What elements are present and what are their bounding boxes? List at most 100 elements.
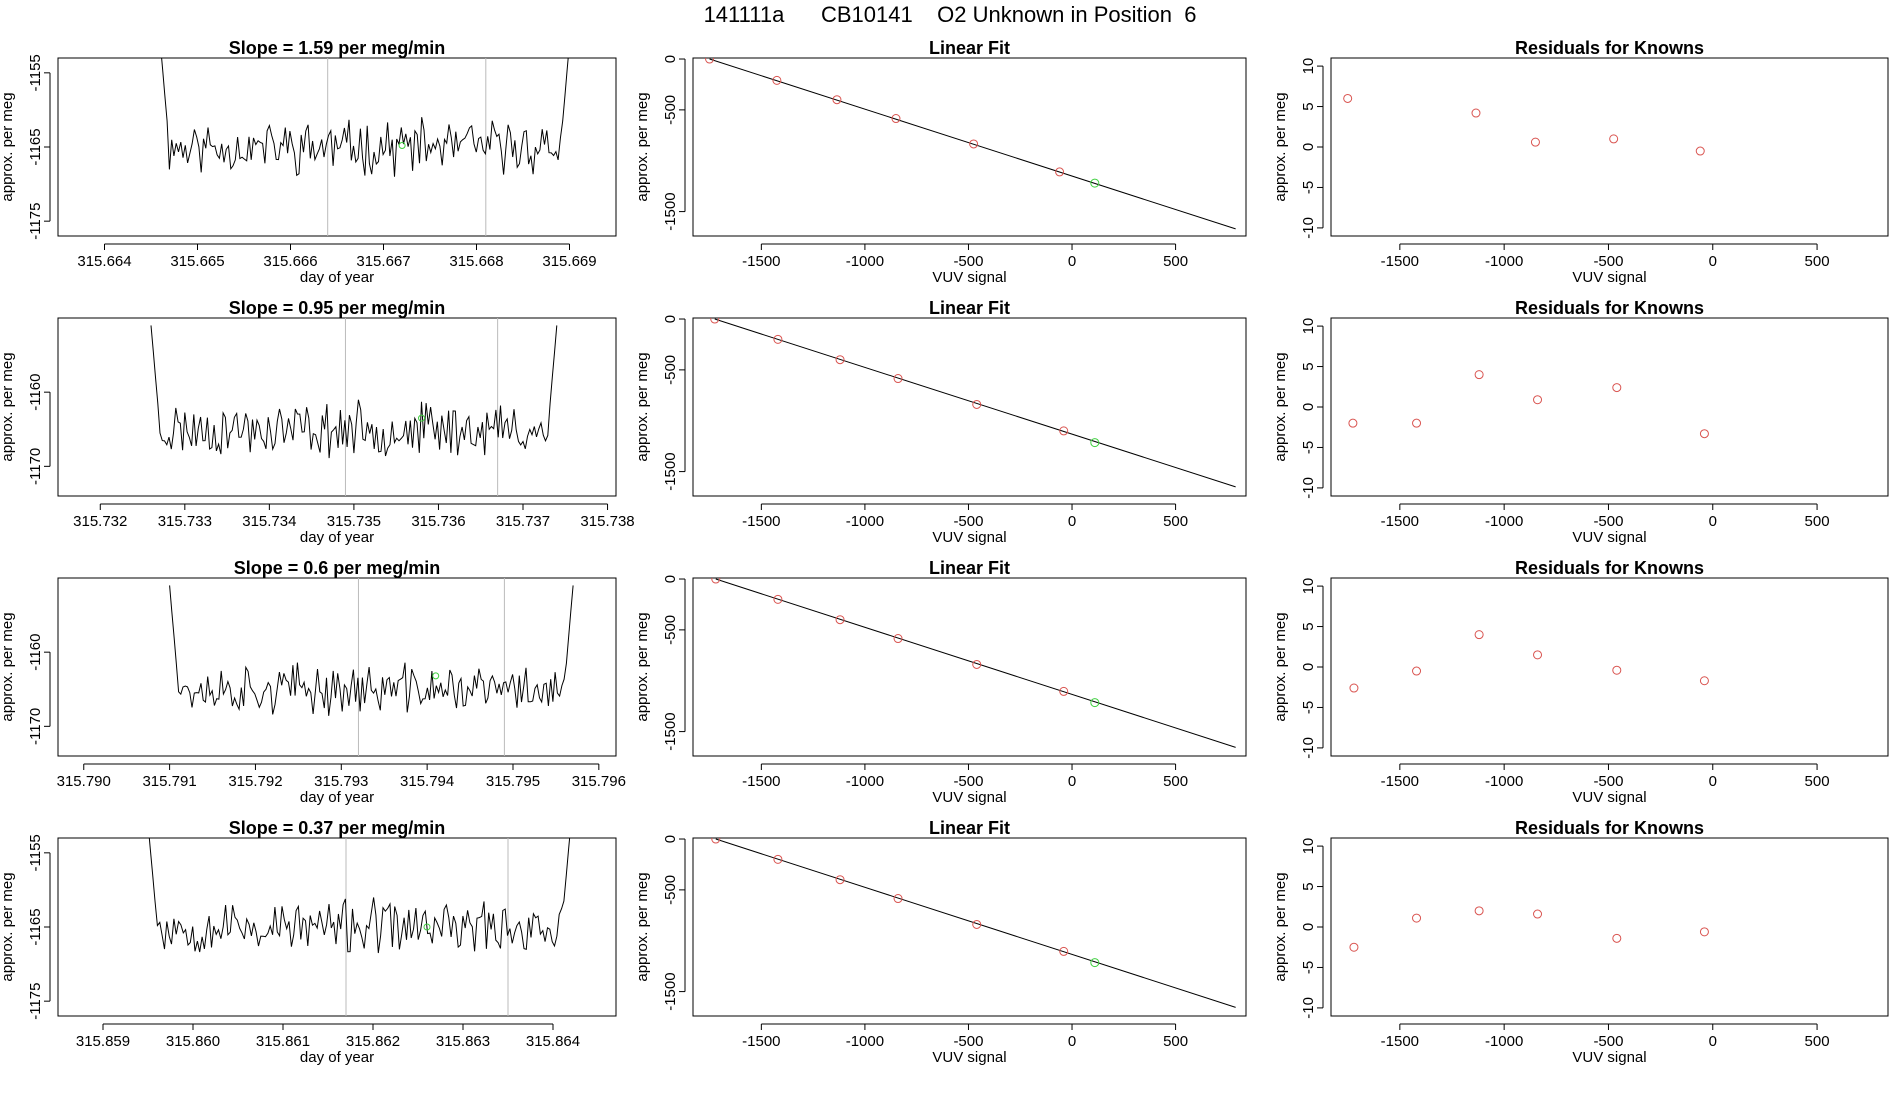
x-tick-label: -500 (953, 253, 983, 270)
plot-frame (692, 577, 1247, 757)
known-point (893, 894, 903, 904)
fit-panel-row-4: Linear Fit -1500 -1000 -500 0 500 VUV signal 0 -… (634, 818, 1247, 1066)
known-point (1612, 933, 1622, 943)
plot-area (705, 58, 1236, 230)
y-tick-label: -1165 (27, 908, 44, 945)
known-point (972, 659, 982, 669)
x-tick-label: -500 (953, 1033, 983, 1050)
panel-title: Residuals for Knowns (1515, 558, 1704, 578)
y-axis-label: approx. per meg (1272, 872, 1289, 981)
known-point (1533, 395, 1543, 405)
y-tick-label: -10 (1300, 217, 1317, 239)
panel-title: Linear Fit (929, 298, 1010, 318)
panel-title: Linear Fit (929, 818, 1010, 838)
y-axis-label: approx. per meg (634, 92, 651, 201)
x-tick-label: -1500 (1381, 1033, 1419, 1050)
x-tick-label: 315.796 (572, 773, 626, 790)
plot-frame (57, 577, 617, 757)
known-point (1474, 370, 1484, 380)
x-tick-label: 0 (1068, 513, 1076, 530)
x-tick-label: 315.793 (314, 773, 368, 790)
panel-title: Linear Fit (929, 38, 1010, 58)
panel-title: Residuals for Knowns (1515, 818, 1704, 838)
y-tick-label: 0 (1300, 403, 1317, 411)
series-line (150, 325, 558, 459)
known-point (835, 355, 845, 365)
known-point (1612, 383, 1622, 393)
y-axis-label: approx. per meg (1272, 612, 1289, 721)
x-tick-label: 315.667 (356, 253, 410, 270)
y-axis-label: approx. per meg (0, 92, 16, 201)
known-point (1474, 630, 1484, 640)
y-axis-label: approx. per meg (0, 352, 16, 461)
x-tick-label: -500 (1593, 773, 1623, 790)
x-tick-label: 315.790 (57, 773, 111, 790)
plot-area (161, 58, 569, 236)
x-tick-label: 315.863 (436, 1033, 490, 1050)
x-tick-label: 315.859 (76, 1033, 130, 1050)
y-tick-label: 0 (1300, 663, 1317, 671)
x-tick-label: -1000 (1485, 1033, 1523, 1050)
x-tick-label: -1500 (742, 513, 780, 530)
unknown-point (1090, 958, 1100, 968)
plot-area (148, 838, 571, 1016)
x-axis-label: day of year (300, 789, 374, 806)
x-tick-label: -1500 (742, 773, 780, 790)
series-line (169, 585, 574, 716)
y-tick-label: -1155 (27, 54, 44, 91)
y-tick-label: 0 (662, 575, 679, 583)
known-point (1609, 134, 1619, 144)
x-tick-label: -1000 (1485, 513, 1523, 530)
known-point (1059, 946, 1069, 956)
plot-area (1348, 370, 1709, 439)
known-point (1349, 683, 1359, 693)
y-tick-label: -10 (1300, 737, 1317, 759)
fit-panel-row-3: Linear Fit -1500 -1000 -500 0 500 VUV signal 0 -… (634, 558, 1247, 806)
known-point (1533, 650, 1543, 660)
panel-title: Linear Fit (929, 558, 1010, 578)
x-tick-label: 315.734 (242, 513, 296, 530)
x-tick-label: 315.791 (142, 773, 196, 790)
x-axis-label: VUV signal (1572, 269, 1646, 286)
fit-line (715, 578, 1236, 748)
x-axis-label: VUV signal (1572, 1049, 1646, 1066)
unknown-point (1090, 438, 1100, 448)
y-tick-label: -1500 (662, 452, 679, 490)
x-tick-label: -1000 (846, 253, 884, 270)
x-axis-label: VUV signal (1572, 529, 1646, 546)
y-tick-label: -10 (1300, 997, 1317, 1019)
plot-area (1349, 630, 1709, 693)
x-tick-label: -500 (1593, 1033, 1623, 1050)
x-tick-label: 0 (1709, 773, 1717, 790)
known-point (1412, 666, 1422, 676)
y-tick-label: 0 (1300, 143, 1317, 151)
x-tick-label: -500 (953, 513, 983, 530)
known-point (1533, 909, 1543, 919)
known-point (972, 399, 982, 409)
x-axis-label: VUV signal (932, 529, 1006, 546)
y-tick-label: 0 (662, 835, 679, 843)
unknown-point (398, 142, 406, 150)
known-point (710, 318, 720, 324)
known-point (1348, 418, 1358, 428)
x-tick-label: 315.668 (449, 253, 503, 270)
y-tick-label: -500 (662, 615, 679, 645)
series-line (161, 58, 569, 177)
plot-frame (692, 837, 1247, 1017)
y-tick-label: -5 (1300, 961, 1317, 974)
y-tick-label: -1170 (27, 448, 44, 485)
y-tick-label: 0 (662, 315, 679, 323)
panel-title: Slope = 0.95 per meg/min (229, 298, 446, 318)
plot-area (169, 578, 574, 756)
x-tick-label: 315.861 (256, 1033, 310, 1050)
y-tick-label: -1155 (27, 834, 44, 871)
residuals-panel-row-4: Residuals for Knowns -1500 -1000 -500 0 500 VU… (1272, 818, 1889, 1066)
x-tick-label: 500 (1163, 773, 1188, 790)
x-tick-label: 315.792 (228, 773, 282, 790)
x-tick-label: 500 (1163, 1033, 1188, 1050)
y-tick-label: 10 (1300, 578, 1317, 595)
known-point (773, 854, 783, 864)
known-point (893, 374, 903, 384)
y-tick-label: -1165 (27, 128, 44, 165)
known-point (1059, 686, 1069, 696)
